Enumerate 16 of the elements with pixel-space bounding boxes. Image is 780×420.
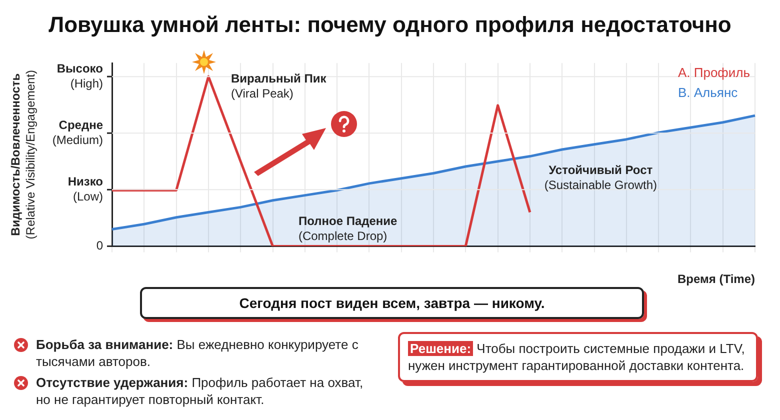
text: Средне (Medium) <box>52 118 104 147</box>
annotation: Полное Падение (Complete Drop) <box>298 214 398 243</box>
text: Сегодня пост виден всем, завтра — никому. <box>140 287 644 319</box>
text: Видимость/Вовлеченность (Relative Visibility/Engagement) <box>8 70 38 240</box>
text: Низко (Low) <box>68 174 103 204</box>
text: Высоко (High) <box>56 61 104 90</box>
text: Решение: Чтобы построить системные продажи и LTV, нужен инструмент гарантированной доставки контента. <box>398 332 758 382</box>
annotation: Виральный Пик (Viral Peak) <box>230 71 328 100</box>
text: 0 <box>96 238 104 253</box>
text: Отсутствие удержания: Профиль работает на охват, но не гарантирует повторный контакт. <box>36 374 364 408</box>
series-label: B. Альянс <box>678 84 739 102</box>
text: Борьба за внимание: Вы ежедневно конкурируете с тысячами авторов. <box>36 337 358 369</box>
chart-title: Ловушка умной ленты: почему одного профиля недостаточно <box>48 12 732 38</box>
x-axis-title: Время (Time) <box>677 272 755 286</box>
annotation: Устойчивый Рост (Sustainable Growth) <box>544 163 658 192</box>
text: А. Профиль <box>678 64 750 82</box>
